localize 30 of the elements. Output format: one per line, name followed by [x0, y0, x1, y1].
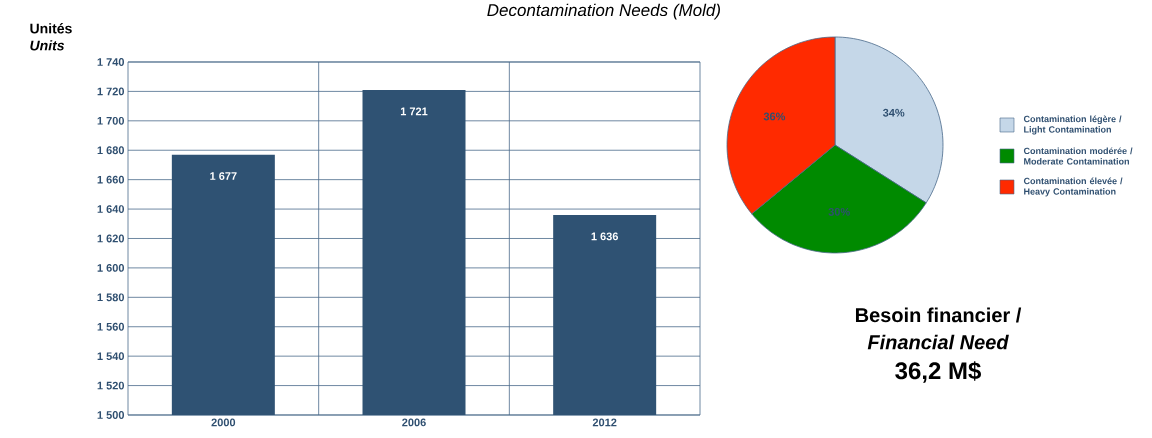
y-tick-label: 1 660 — [97, 175, 125, 184]
text: Financial Need — [867, 334, 1009, 350]
text: Besoin financier / — [855, 307, 1022, 323]
x-tick-label: 2012 — [592, 418, 617, 427]
chart-title: Decontamination Needs (Mold) — [487, 3, 720, 20]
y-tick-label: 1 600 — [97, 264, 125, 272]
data-label: 34% — [882, 108, 905, 117]
legend-label: Contamination élevée / Heavy Contamination — [1023, 177, 1123, 197]
data-label: 1 677 — [210, 172, 237, 180]
y-tick-label: 1 740 — [97, 58, 125, 66]
y-tick-label: 1 560 — [97, 322, 125, 331]
y-tick-label: 1 620 — [97, 234, 125, 243]
data-label: 36% — [763, 112, 786, 121]
y-tick-label: 1 520 — [97, 381, 125, 390]
data-label: 1 721 — [400, 107, 428, 116]
legend-label: Contamination modérée / Moderate Contamination — [1023, 147, 1133, 165]
x-tick-label: 2006 — [402, 418, 426, 427]
data-label: 30% — [828, 207, 850, 216]
y-tick-label: 1 580 — [97, 293, 125, 302]
y-tick-label: 1 720 — [97, 87, 125, 96]
data-label: 1 636 — [591, 232, 619, 241]
x-tick-label: 2000 — [211, 418, 236, 427]
y-tick-label: 1 700 — [97, 116, 125, 125]
y-tick-label: 1 640 — [97, 205, 125, 213]
y-tick-label: 1 540 — [97, 352, 125, 361]
y-tick-label: 1 500 — [97, 411, 125, 419]
legend-label: Contamination légère / Light Contamination — [1023, 115, 1122, 135]
y-tick-label: 1 680 — [97, 146, 125, 155]
text: 36,2 M$ — [895, 361, 981, 383]
y-axis-title: Unités Units — [30, 23, 72, 51]
